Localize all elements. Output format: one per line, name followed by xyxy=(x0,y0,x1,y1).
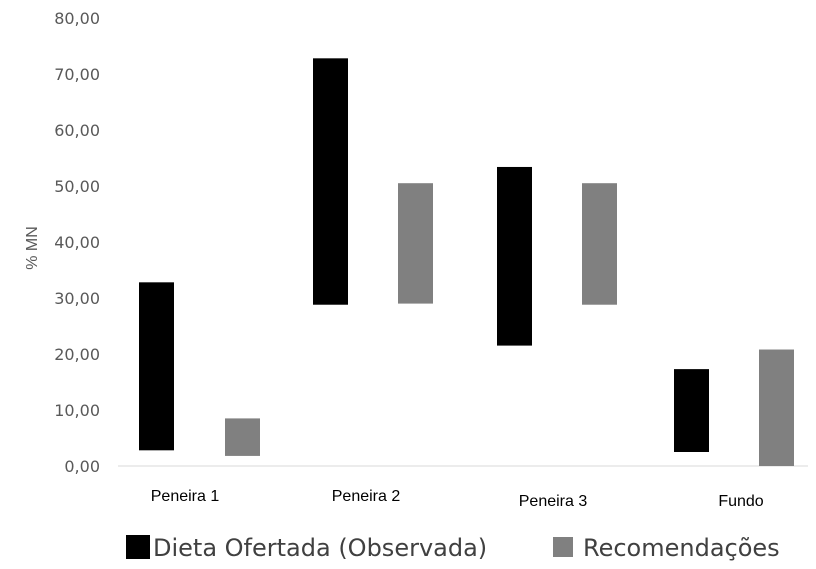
legend: Dieta Ofertada (Observada) Recomendações xyxy=(126,534,780,562)
legend-label-recommended: Recomendações xyxy=(583,534,780,562)
y-tick-label: 70,00 xyxy=(54,65,100,84)
bar-recommended-4 xyxy=(759,349,794,466)
bars xyxy=(139,58,794,466)
x-category-label: Fundo xyxy=(718,493,763,510)
x-category-label: Peneira 1 xyxy=(151,488,220,505)
legend-swatch-recommended xyxy=(553,537,573,557)
y-axis-label: % MN xyxy=(24,226,41,270)
bar-recommended-3 xyxy=(582,183,617,305)
bar-observed-1 xyxy=(139,282,174,451)
bar-observed-4 xyxy=(674,369,709,452)
y-tick-label: 60,00 xyxy=(54,121,100,140)
y-axis: 0,00 10,00 20,00 30,00 40,00 50,00 60,00 70,00 8… xyxy=(54,9,100,476)
y-tick-label: 40,00 xyxy=(54,233,100,252)
y-tick-label: 50,00 xyxy=(54,177,100,196)
legend-swatch-observed xyxy=(126,535,150,559)
x-category-label: Peneira 2 xyxy=(332,488,401,505)
y-tick-label: 30,00 xyxy=(54,289,100,308)
y-tick-label: 10,00 xyxy=(54,401,100,420)
bar-observed-3 xyxy=(497,166,532,346)
legend-label-observed: Dieta Ofertada (Observada) xyxy=(153,534,487,562)
y-tick-label: 80,00 xyxy=(54,9,100,28)
x-category-label: Peneira 3 xyxy=(519,493,588,510)
bar-recommended-1 xyxy=(225,418,260,456)
y-tick-label: 20,00 xyxy=(54,345,100,364)
bar-observed-2 xyxy=(313,58,348,305)
x-axis-labels: Peneira 1 Peneira 2 Peneira 3 Fundo xyxy=(151,488,764,510)
bar-recommended-2 xyxy=(398,183,433,304)
y-tick-label: 0,00 xyxy=(64,457,100,476)
